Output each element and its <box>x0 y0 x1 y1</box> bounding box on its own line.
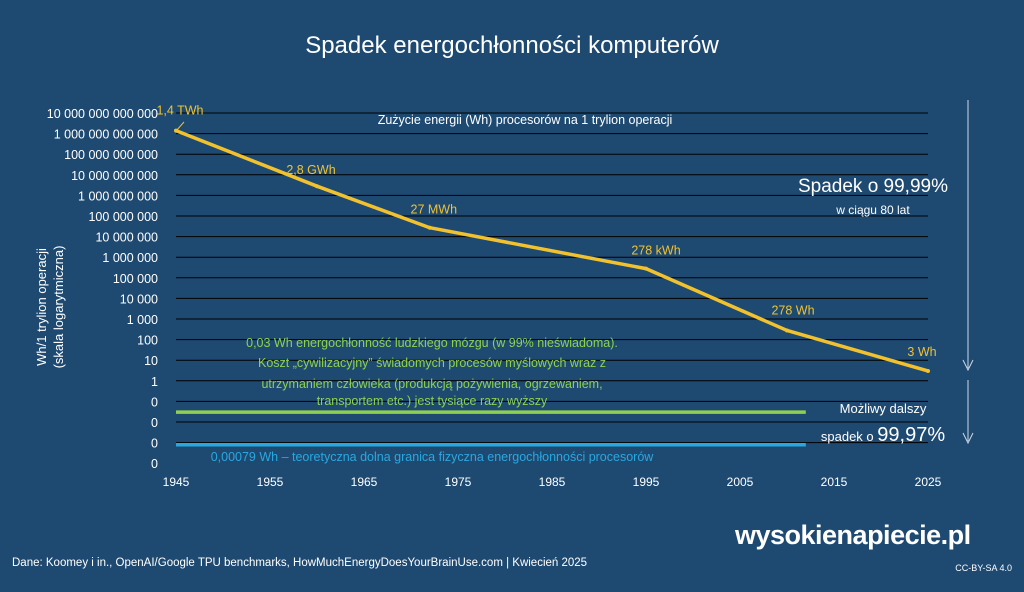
y-tick-label: 10 000 000 <box>95 231 158 245</box>
y-tick-label: 10 000 <box>120 292 158 306</box>
y-tick-label: 1 <box>151 375 158 389</box>
drop-arrow-head <box>962 359 974 372</box>
y-tick-label: 100 000 <box>113 272 158 286</box>
further-drop-annotation-1: Możliwy dalszy <box>840 401 927 416</box>
reference-lines: 0,03 Wh energochłonność ludzkiego mózgu … <box>176 336 806 464</box>
y-tick-label: 1 000 000 000 000 <box>54 128 158 142</box>
data-point <box>315 184 319 189</box>
x-tick-label: 1975 <box>445 475 472 489</box>
further-drop-annotation-2: spadek o 99,97% <box>821 424 945 446</box>
x-tick-label: 2025 <box>915 475 942 489</box>
reference-label: Koszt „cywilizacyjny” świadomych procesó… <box>258 356 606 370</box>
series-label: Zużycie energii (Wh) procesorów na 1 try… <box>378 113 673 127</box>
data-point <box>427 225 432 230</box>
x-tick-label: 2015 <box>821 475 848 489</box>
chart-title: Spadek energochłonności komputerów <box>305 32 719 59</box>
data-point <box>785 328 789 333</box>
y-tick-label: 0 <box>151 395 158 409</box>
reference-label: utrzymaniem człowieka (produkcją pożywie… <box>261 377 602 391</box>
data-label: 2,8 GWh <box>286 163 335 177</box>
publisher-logo[interactable]: wysokienapiecie.pl <box>735 520 971 550</box>
grid <box>176 112 928 444</box>
reference-label: transportem etc.) jest tysiące razy wyżs… <box>317 394 548 408</box>
data-point <box>926 368 930 373</box>
y-tick-label: 0 <box>151 437 158 451</box>
data-label: 3 Wh <box>907 345 936 359</box>
series: 1,4 TWh 2,8 GWh 27 MWh 278 kWh 278 Wh 3 Wh <box>156 104 937 373</box>
further-drop-arrow-head <box>962 432 974 445</box>
source-note: Dane: Koomey i in., OpenAI/Google TPU be… <box>12 557 588 569</box>
x-tick-label: 1955 <box>257 475 284 489</box>
y-tick-label: 1 000 000 000 <box>78 189 158 203</box>
y-tick-label: 100 <box>137 334 158 348</box>
license-label: CC-BY-SA 4.0 <box>955 563 1012 573</box>
x-tick-label: 1985 <box>539 475 566 489</box>
x-tick-label: 1945 <box>163 475 190 489</box>
data-point <box>644 266 648 271</box>
drop-period-annotation: w ciągu 80 lat <box>835 203 910 217</box>
y-tick-label: 1 000 000 <box>102 251 158 265</box>
y-tick-label: 0 <box>151 457 158 471</box>
further-drop-prefix: spadek o <box>821 429 877 444</box>
y-axis-label-1: Wh/1 trylion operacji <box>34 248 49 366</box>
y-axis-label-2: (skala logarytmiczna) <box>51 246 66 369</box>
y-tick-label: 100 000 000 000 <box>64 148 158 162</box>
data-label: 278 Wh <box>771 303 814 317</box>
y-tick-label: 10 000 000 000 <box>71 169 158 183</box>
y-tick-label: 10 <box>144 354 158 368</box>
x-axis-ticks: 1945 1955 1965 1975 1985 1995 2005 2015 2025 <box>163 475 942 489</box>
drop-arrows <box>962 100 974 445</box>
series-line <box>175 128 929 373</box>
y-tick-label: 10 000 000 000 000 <box>47 107 158 121</box>
data-label: 27 MWh <box>411 203 458 217</box>
x-tick-label: 1995 <box>633 475 660 489</box>
x-tick-label: 2005 <box>727 475 754 489</box>
data-label: 278 kWh <box>631 244 680 258</box>
drop-annotation: Spadek o 99,99% <box>798 176 948 197</box>
data-label: 1,4 TWh <box>156 104 203 118</box>
x-tick-label: 1965 <box>351 475 378 489</box>
label-leader <box>175 121 185 132</box>
y-tick-label: 100 000 000 <box>88 210 158 224</box>
y-tick-label: 1 000 <box>127 313 158 327</box>
reference-label: 0,00079 Wh – teoretyczna dolna granica f… <box>211 450 655 464</box>
y-tick-label: 0 <box>151 416 158 430</box>
further-drop-value: 99,97% <box>877 424 945 446</box>
reference-label: 0,03 Wh energochłonność ludzkiego mózgu … <box>246 336 618 350</box>
